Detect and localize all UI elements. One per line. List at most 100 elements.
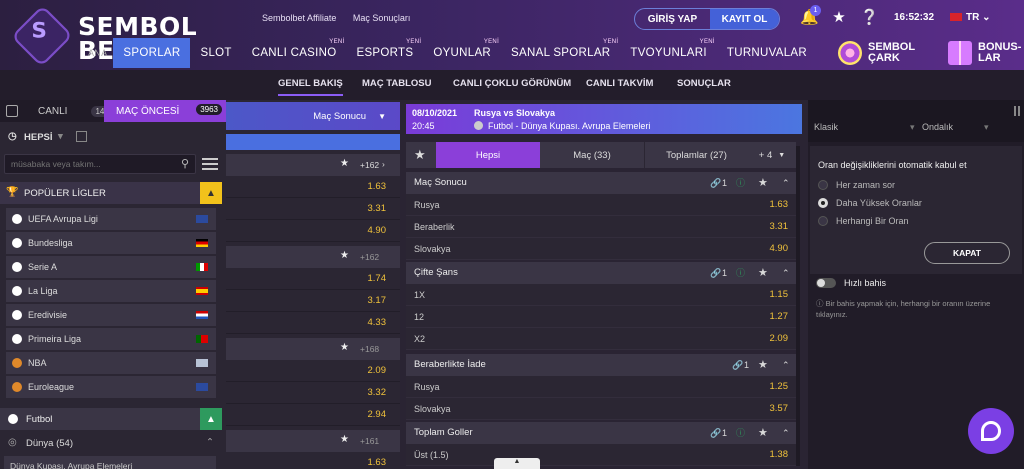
option-higher-odds[interactable]: Daha Yüksek Oranlar [818, 198, 922, 208]
competition-row[interactable]: Dünya Kupası. Avrupa Elemeleri [4, 456, 216, 469]
menu-icon[interactable] [202, 158, 218, 170]
star-icon[interactable]: ★ [758, 427, 768, 439]
star-icon[interactable]: ★ [340, 342, 349, 353]
more-markets[interactable]: +162 [360, 160, 380, 170]
search-input[interactable] [5, 155, 175, 173]
chevron-up-icon[interactable]: ▲ [200, 408, 222, 430]
market-header[interactable]: Toplam Goller 🔗 1 ⓘ ★ ⌃ [406, 422, 796, 444]
odd-cell[interactable]: 4.90 [226, 220, 400, 242]
market-header[interactable]: Beraberlikte İade 🔗 1 ★ ⌃ [406, 354, 796, 376]
outcome-odd[interactable]: 3.57 [769, 403, 789, 414]
chevron-up-icon[interactable]: ⌃ [782, 428, 790, 438]
star-icon[interactable]: ★ [340, 158, 349, 169]
option-any-odds[interactable]: Herhangi Bir Oran [818, 216, 909, 226]
nav-esports[interactable]: ESPORTS YENİ [346, 38, 423, 68]
sport-football[interactable]: Futbol ▲ [0, 408, 222, 430]
subnav-overview[interactable]: GENEL BAKIŞ [278, 78, 343, 96]
close-button[interactable]: KAPAT [924, 242, 1010, 264]
outcome-row[interactable]: Rusya 1.25 [406, 376, 796, 398]
region-world[interactable]: ◎ Dünya (54) ⌃ [0, 433, 222, 453]
outcome-row[interactable]: Slovakya 3.57 [406, 398, 796, 420]
league-bundesliga[interactable]: Bundesliga [6, 232, 216, 254]
star-icon[interactable]: ★ [340, 434, 349, 445]
pause-icon[interactable] [1014, 106, 1020, 116]
more-markets[interactable]: +168 [360, 344, 380, 354]
outcome-row[interactable]: 1X 1.15 [406, 284, 796, 306]
subnav-results[interactable]: SONUÇLAR [677, 78, 731, 89]
calendar-icon[interactable] [76, 131, 87, 142]
event-header[interactable]: ★ +168 [226, 338, 400, 360]
scrollbar[interactable] [796, 146, 800, 466]
league-nba[interactable]: NBA [6, 352, 216, 374]
league-serie-a[interactable]: Serie A [6, 256, 216, 278]
register-button[interactable]: KAYIT OL [709, 9, 779, 29]
popular-leagues-header[interactable]: 🏆 POPÜLER LİGLER ▲ [0, 182, 222, 204]
star-icon[interactable]: ★ [340, 250, 349, 261]
event-header[interactable]: ★ +162 [226, 246, 400, 268]
format-select[interactable]: Klasik ▾ [814, 122, 915, 132]
tab-totals[interactable]: Toplamlar (27) [644, 142, 748, 168]
login-button[interactable]: GİRİŞ YAP [647, 13, 698, 25]
star-icon[interactable]: ★ [414, 147, 426, 162]
event-header[interactable]: ★ +161 [226, 430, 400, 452]
scroll-to-top-button[interactable]: ▲ [494, 458, 540, 469]
outcome-row[interactable]: Slovakya 4.90 [406, 238, 796, 260]
promo-bonus[interactable]: BONUS- LAR [948, 38, 1021, 68]
market-header[interactable]: Çifte Şans 🔗 1 ⓘ ★ ⌃ [406, 262, 796, 284]
odd-cell[interactable]: 1.63 [226, 452, 400, 469]
stats-icon[interactable]: ⓘ [736, 268, 746, 278]
chevron-up-icon[interactable]: ⌃ [782, 268, 790, 278]
more-markets[interactable]: +161 [360, 436, 380, 446]
outcome-row[interactable]: X2 2.09 [406, 328, 796, 350]
odds-format-select[interactable]: Ondalık ▾ [922, 122, 989, 132]
odd-cell[interactable]: 1.63 [226, 176, 400, 198]
odd-cell[interactable]: 2.94 [226, 404, 400, 426]
radio-button[interactable] [818, 180, 828, 190]
league-eredivisie[interactable]: Eredivisie [6, 304, 216, 326]
subnav-live-multiview[interactable]: CANLI ÇOKLU GÖRÜNÜM [453, 78, 572, 89]
nav-slot[interactable]: SLOT [190, 38, 241, 68]
affiliate-link[interactable]: Sembolbet Affiliate [262, 13, 337, 23]
league-uefa-europa[interactable]: UEFA Avrupa Ligi [6, 208, 216, 230]
help-icon[interactable]: ❔ [860, 9, 879, 26]
odd-cell[interactable]: 2.09 [226, 360, 400, 382]
quick-bet-row[interactable]: Hızlı bahis [816, 278, 886, 288]
nav-home[interactable]: ANA [88, 48, 108, 58]
nav-tournaments[interactable]: TURNUVALAR [717, 38, 817, 68]
nav-tv-games[interactable]: TVOYUNLARI YENİ [620, 38, 717, 68]
outcome-odd[interactable]: 3.31 [769, 221, 789, 232]
odd-cell[interactable]: 3.17 [226, 290, 400, 312]
promo-wheel[interactable]: SEMBOL ÇARK [838, 38, 915, 68]
tab-more[interactable]: + 4 ▼ [748, 142, 796, 168]
outcome-row[interactable]: Rusya 1.63 [406, 194, 796, 216]
tab-prematch[interactable]: MAÇ ÖNCESİ 3963 [104, 100, 226, 122]
nav-live-casino[interactable]: CANLI CASINO YENİ [242, 38, 347, 68]
star-icon[interactable]: ★ [758, 359, 768, 371]
subnav-live-calendar[interactable]: CANLI TAKVİM [586, 78, 654, 89]
outcome-row[interactable]: Üst (1.5) 1.38 [406, 444, 796, 466]
nav-games[interactable]: OYUNLAR YENİ [423, 38, 501, 68]
event-header[interactable]: ★ +162 › [226, 154, 400, 176]
outcome-odd[interactable]: 1.15 [769, 289, 789, 300]
odd-cell[interactable]: 1.74 [226, 268, 400, 290]
language-selector[interactable]: TR ⌄ [950, 12, 991, 23]
radio-button-selected[interactable] [818, 198, 828, 208]
filter-row[interactable]: ◷ HEPSİ ▾ [0, 128, 226, 146]
star-icon[interactable]: ★ [758, 267, 768, 279]
outcome-odd[interactable]: 1.27 [769, 311, 789, 322]
layout-icon[interactable] [6, 105, 18, 117]
chevron-up-icon[interactable]: ⌃ [206, 437, 214, 448]
star-icon[interactable]: ★ [758, 177, 768, 189]
odd-cell[interactable]: 4.33 [226, 312, 400, 334]
market-header[interactable]: Maç Sonucu 🔗 1 ⓘ ★ ⌃ [406, 172, 796, 194]
league-primeira[interactable]: Primeira Liga [6, 328, 216, 350]
subnav-match-table[interactable]: MAÇ TABLOSU [362, 78, 432, 89]
outcome-odd[interactable]: 1.63 [769, 199, 789, 210]
option-always-ask[interactable]: Her zaman sor [818, 180, 895, 190]
market-selector[interactable]: Maç Sonucu ▼ [226, 102, 400, 130]
league-euroleague[interactable]: Euroleague [6, 376, 216, 398]
chevron-up-icon[interactable]: ⌃ [782, 360, 790, 370]
more-markets[interactable]: +162 [360, 252, 380, 262]
bell-icon[interactable]: 🔔 1 [800, 5, 821, 27]
league-la-liga[interactable]: La Liga [6, 280, 216, 302]
